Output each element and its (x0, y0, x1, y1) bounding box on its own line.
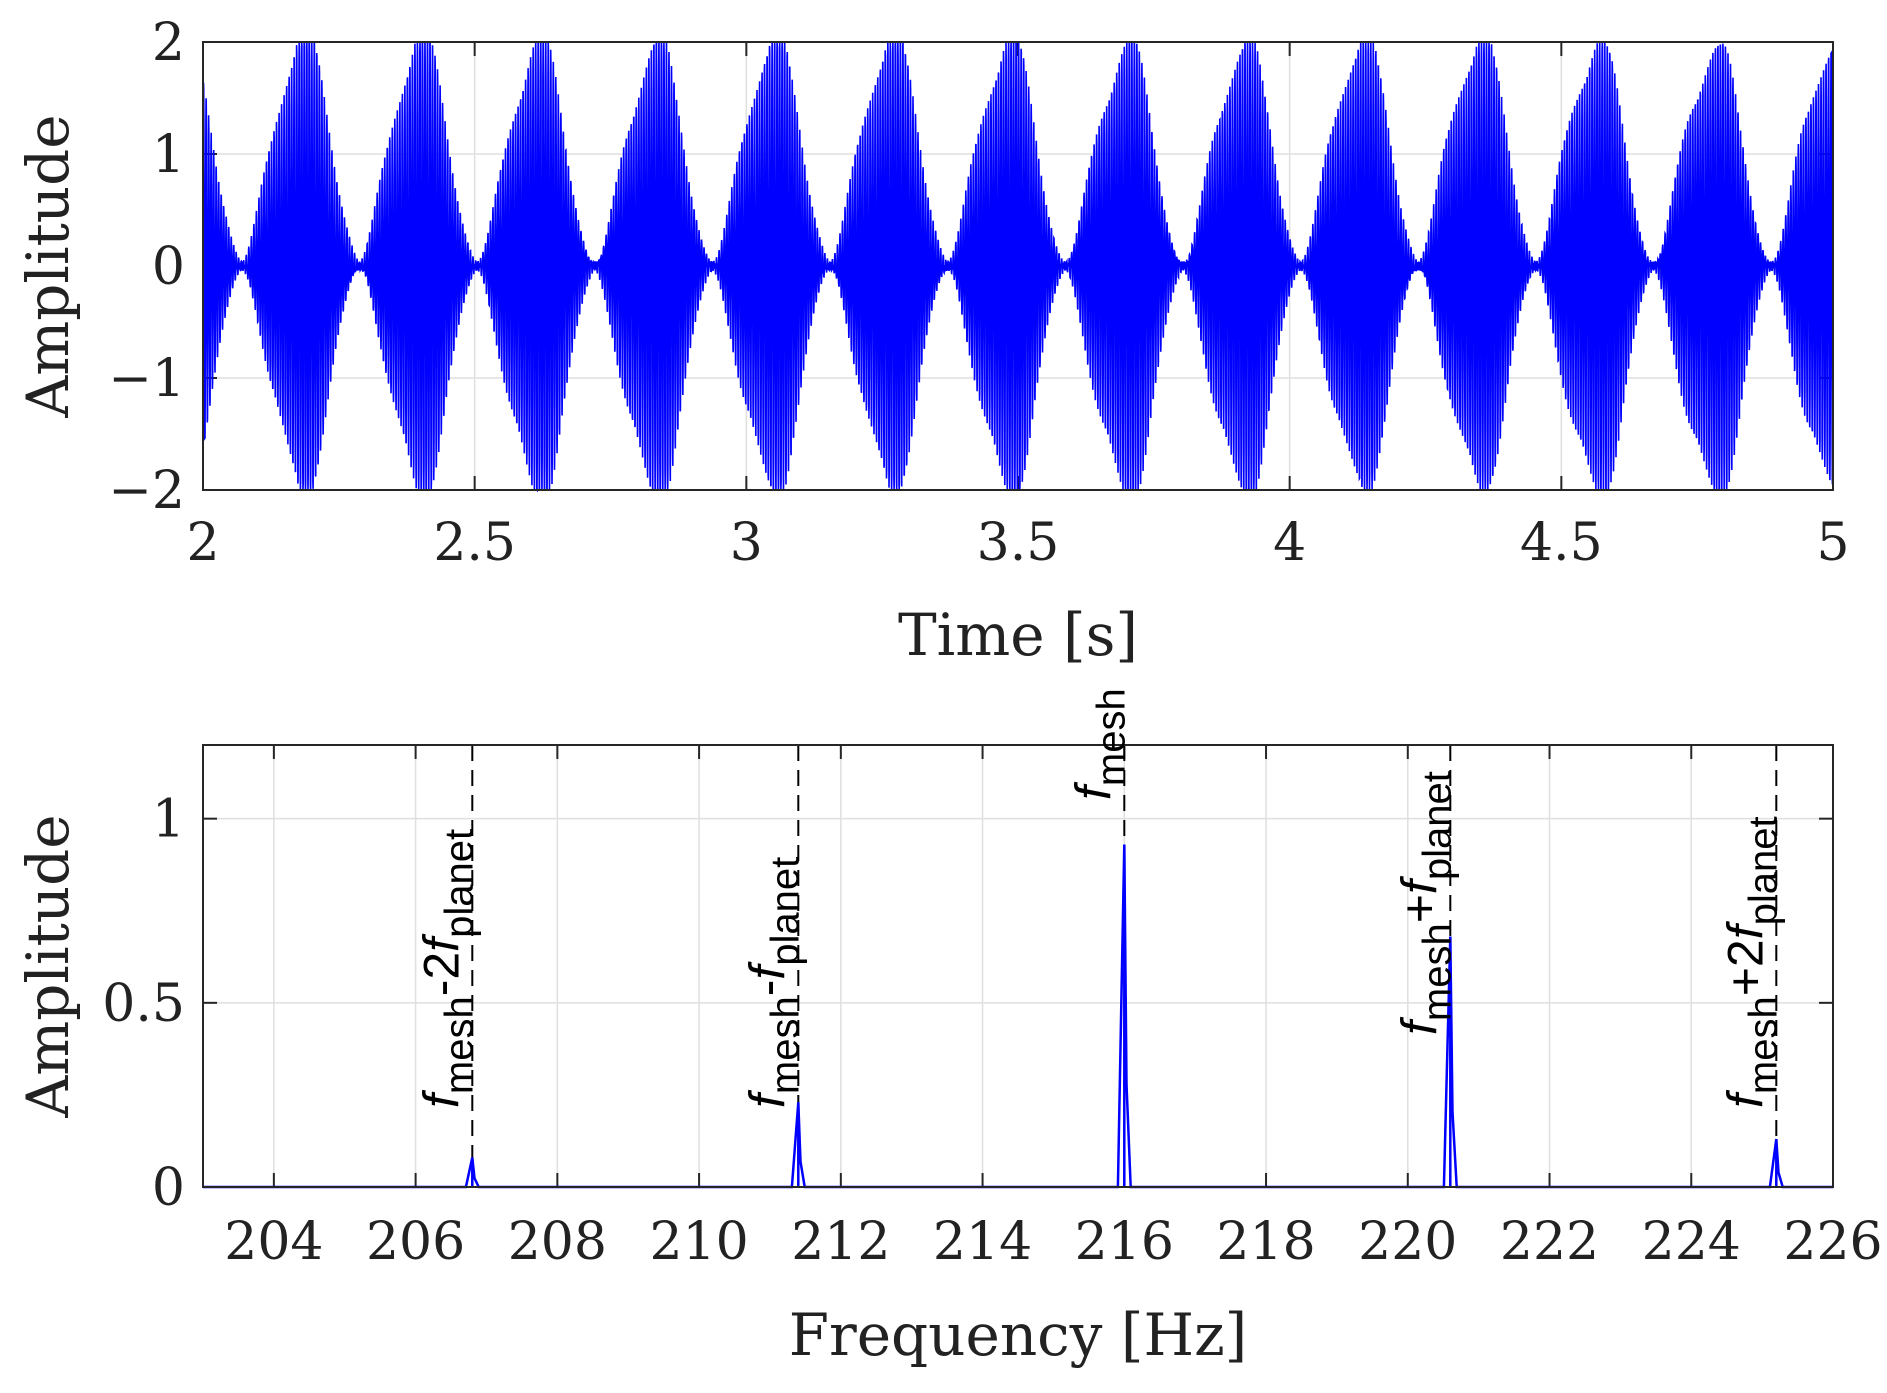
frequency-x-tick-label: 212 (791, 1212, 890, 1272)
frequency-annotation: fmesh-fplanet (739, 857, 807, 1108)
frequency-y-tick-label: 0.5 (102, 974, 185, 1034)
time-x-axis-label: Time [s] (898, 601, 1138, 669)
frequency-annotation: fmesh-2fplanet (413, 829, 481, 1108)
annotation-sub: mesh (1415, 923, 1459, 1021)
annotation-op: -2 (413, 952, 469, 996)
time-plot-frame (202, 41, 1834, 491)
annotation-sub: mesh (1741, 996, 1785, 1094)
time-x-tick-labels: 2 2.5 3 3.5 4 4.5 5 (186, 513, 1849, 573)
time-y-tick-label: −2 (108, 461, 185, 521)
frequency-x-tick-label: 222 (1500, 1212, 1599, 1272)
frequency-x-tick-label: 206 (366, 1212, 465, 1272)
time-x-tick-label: 4.5 (1520, 513, 1603, 573)
time-y-tick-labels: −2 −1 0 1 2 (108, 13, 185, 521)
time-y-axis-label: Amplitude (14, 114, 82, 418)
annotation-sub: mesh (437, 996, 481, 1094)
annotation-sub: planet (1741, 816, 1785, 925)
frequency-annotations: fmesh-2fplanet fmesh-fplanet fmesh fmesh+fp… (413, 688, 1785, 1108)
annotation-op: +2 (1717, 939, 1773, 996)
time-signal-line (202, 41, 1834, 493)
annotation-sub: mesh (1089, 688, 1133, 786)
frequency-x-tick-label: 210 (649, 1212, 748, 1272)
annotation-op: - (739, 980, 795, 997)
annotation-sub: planet (1415, 771, 1459, 880)
frequency-annotation: fmesh+fplanet (1391, 771, 1459, 1035)
frequency-y-tick-label: 0 (152, 1158, 185, 1218)
frequency-x-tick-labels: 204 206 208 210 212 214 216 218 220 222 224 226 (224, 1212, 1882, 1272)
frequency-x-axis-label: Frequency [Hz] (789, 1301, 1248, 1369)
frequency-x-tick-label: 216 (1075, 1212, 1174, 1272)
frequency-x-tick-label: 208 (508, 1212, 607, 1272)
time-signal (202, 41, 1834, 493)
frequency-plot-frame (202, 744, 1834, 1188)
frequency-domain-plot: 204 206 208 210 212 214 216 218 220 222 224 226 00.… (14, 688, 1883, 1369)
annotation-sub: planet (763, 857, 807, 966)
frequency-x-tick-label: 214 (933, 1212, 1032, 1272)
frequency-x-tick-label: 220 (1358, 1212, 1457, 1272)
time-x-tick-label: 3.5 (977, 513, 1060, 573)
time-x-tick-label: 5 (1816, 513, 1849, 573)
time-y-tick-label: −1 (108, 349, 185, 409)
frequency-x-tick-label: 218 (1216, 1212, 1315, 1272)
annotation-sub: planet (437, 829, 481, 938)
frequency-y-tick-labels: 00.51 (102, 790, 185, 1218)
time-y-tick-label: 2 (152, 13, 185, 73)
time-y-tick-label: 1 (152, 125, 185, 185)
frequency-x-tick-label: 224 (1642, 1212, 1741, 1272)
frequency-x-tick-label: 226 (1783, 1212, 1882, 1272)
time-domain-plot: 2 2.5 3 3.5 4 4.5 5 −2 −1 0 1 2 Time [s] Amplitude (14, 13, 1850, 669)
frequency-y-axis-label: Amplitude (14, 814, 82, 1118)
time-x-tick-label: 3 (730, 513, 763, 573)
frequency-y-tick-label: 1 (152, 790, 185, 850)
annotation-op: + (1391, 894, 1447, 923)
frequency-annotation: fmesh+2fplanet (1717, 816, 1785, 1108)
frequency-x-tick-label: 204 (224, 1212, 323, 1272)
annotation-sub: mesh (763, 996, 807, 1094)
time-y-tick-label: 0 (152, 237, 185, 297)
time-x-tick-label: 2 (186, 513, 219, 573)
time-x-tick-label: 2.5 (433, 513, 516, 573)
frequency-spectrum (203, 844, 1833, 1189)
time-x-tick-label: 4 (1273, 513, 1306, 573)
frequency-annotation: fmesh (1065, 688, 1133, 800)
